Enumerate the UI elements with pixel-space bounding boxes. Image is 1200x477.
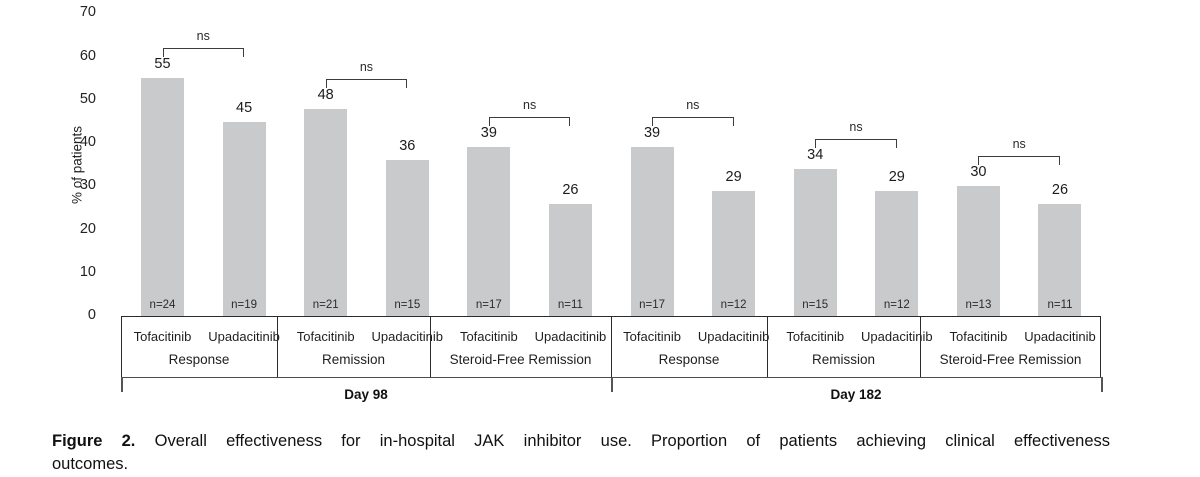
significance-label: ns <box>1012 137 1026 152</box>
caption-line-2: outcomes. <box>52 454 129 473</box>
y-tick-label: 70 <box>79 4 96 21</box>
bar-value-label: 45 <box>236 99 253 116</box>
bar-value-label: 26 <box>1051 181 1069 198</box>
significance-bracket <box>162 48 245 58</box>
bar-value-label: 29 <box>888 168 905 185</box>
bar-n-label: n=11 <box>1047 298 1073 311</box>
y-tick-label: 10 <box>79 263 96 280</box>
day-label: Day 98 <box>344 387 388 402</box>
caption-text: Overall effectiveness for in-hospital JA… <box>154 431 1110 450</box>
bar-chart: 0 10 20 30 40 50 60 70 % of patients n=24 55 Tofaci… <box>69 4 1103 402</box>
bar-value-label: 39 <box>480 125 497 142</box>
day-bracket-tick <box>121 377 123 392</box>
bar: n=13 <box>956 186 1000 316</box>
bar-value-label: 30 <box>970 164 987 181</box>
y-tick-label: 40 <box>79 134 96 151</box>
significance-bracket <box>325 78 408 88</box>
drug-label: Upadacitinib <box>1024 329 1096 344</box>
bar: n=21 <box>304 108 348 316</box>
significance-label: ns <box>359 59 374 74</box>
outcome-cell <box>611 316 767 377</box>
drug-label: Tofacitinib <box>459 329 518 344</box>
outcome-cell <box>767 316 920 377</box>
drug-label: Upadacitinib <box>534 329 607 344</box>
y-axis-label: % of patients <box>69 125 85 205</box>
outcome-cell <box>277 316 430 377</box>
outcome-label: Remission <box>811 352 876 367</box>
bar-value-label: 29 <box>725 168 742 185</box>
bar-n-label: n=11 <box>557 298 583 311</box>
significance-label: ns <box>686 98 700 113</box>
bar: n=12 <box>712 190 756 316</box>
bar-n-label: n=17 <box>639 298 665 311</box>
bar-n-label: n=24 <box>149 298 176 311</box>
outcome-cell <box>121 316 277 377</box>
significance-label: ns <box>849 120 863 135</box>
significance-bracket <box>815 139 897 149</box>
bar-value-label: 34 <box>807 147 824 164</box>
bar: n=19 <box>222 121 266 316</box>
bar: n=15 <box>385 160 429 316</box>
bar-n-label: n=12 <box>883 298 910 311</box>
bar: n=17 <box>630 147 674 316</box>
drug-label: Upadacitinib <box>861 329 933 344</box>
outcome-cell <box>920 316 1101 377</box>
bar-value-label: 39 <box>643 125 661 142</box>
bar: n=11 <box>1038 203 1082 316</box>
bar-value-label: 55 <box>154 56 171 73</box>
drug-label: Tofacitinib <box>786 329 845 344</box>
bar-n-label: n=13 <box>965 298 992 311</box>
bar-n-label: n=17 <box>475 298 502 311</box>
drug-label: Tofacitinib <box>133 329 192 344</box>
drug-label: Tofacitinib <box>949 329 1008 344</box>
bar-value-label: 48 <box>317 86 334 103</box>
bar-n-label: n=15 <box>394 298 421 311</box>
y-tick-label: 0 <box>87 307 96 323</box>
bar-value-label: 26 <box>562 181 579 198</box>
bar-n-label: n=21 <box>312 298 339 311</box>
drug-label: Upadacitinib <box>208 329 280 344</box>
significance-label: ns <box>523 98 537 113</box>
y-tick-label: 60 <box>79 47 96 64</box>
bar-n-label: n=19 <box>231 298 258 311</box>
day-bracket-tick <box>611 377 613 392</box>
caption-line-1: Figure 2. Overall effectiveness for in-h… <box>52 430 1110 453</box>
outcome-label: Response <box>168 352 230 367</box>
bar: n=17 <box>467 147 511 316</box>
bar: n=15 <box>793 169 837 316</box>
bar-n-label: n=15 <box>802 298 829 311</box>
outcome-label: Steroid-Free Remission <box>449 352 592 367</box>
bar: n=24 <box>141 78 184 316</box>
bar: n=12 <box>875 190 919 316</box>
outcome-label: Remission <box>321 352 386 367</box>
y-tick-label: 30 <box>79 177 96 194</box>
drug-label: Tofacitinib <box>623 329 681 344</box>
significance-bracket <box>652 117 734 127</box>
y-tick-label: 20 <box>79 220 96 237</box>
significance-bracket <box>488 117 571 127</box>
day-label: Day 182 <box>830 387 882 402</box>
bar: n=11 <box>548 203 592 316</box>
figure-caption-label: Figure 2. <box>52 431 136 450</box>
drug-label: Upadacitinib <box>371 329 444 344</box>
bar-n-label: n=12 <box>720 298 747 311</box>
drug-label: Upadacitinib <box>697 329 770 344</box>
outcome-label: Steroid-Free Remission <box>939 352 1082 367</box>
outcome-cell <box>430 316 611 377</box>
outcome-label: Response <box>658 352 720 367</box>
figure-caption: Figure 2. Overall effectiveness for in-h… <box>52 430 1110 476</box>
significance-bracket <box>978 156 1060 166</box>
significance-label: ns <box>196 29 210 44</box>
bar-value-label: 36 <box>399 138 416 155</box>
y-tick-label: 50 <box>79 90 96 107</box>
day-bracket-tick <box>1101 377 1103 392</box>
drug-label: Tofacitinib <box>296 329 355 344</box>
